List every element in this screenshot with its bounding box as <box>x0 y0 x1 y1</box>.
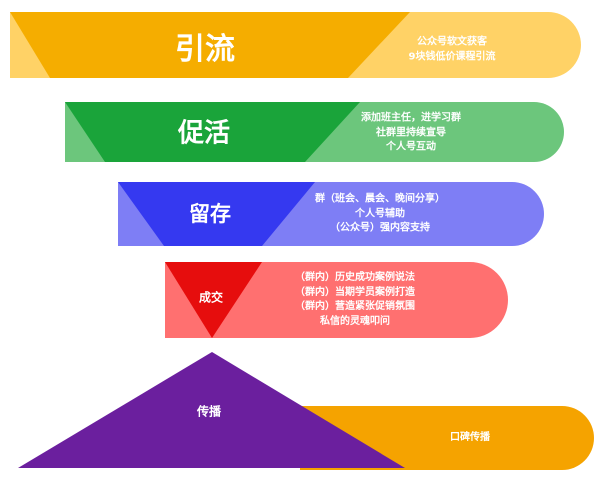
stage-2-band <box>65 102 360 162</box>
stage-4-title: 成交 <box>198 290 224 305</box>
stage-4-pill <box>165 262 508 338</box>
stage-4-band <box>165 262 262 338</box>
stage-3-title: 留存 <box>189 202 231 226</box>
stage-2-line-1: 添加班主任，进学习群 <box>361 112 461 124</box>
stage-2-title: 促活 <box>177 118 231 149</box>
stage-3-line-3: （公众号）强内容支持 <box>330 222 430 234</box>
stage-4-line-3: （群内）营造紧张促销氛围 <box>295 301 415 312</box>
stage-2-description: 添加班主任，进学习群 社群里持续宣导 个人号互动 <box>361 111 461 155</box>
stage-3-line-1: 群（班会、晨会、晚间分享） <box>315 193 445 205</box>
stage-4-description: （群内）历史成功案例说法 （群内）当期学员案例打造 （群内）营造紧张促销氛围 私… <box>295 271 415 329</box>
stage-4-line-2: （群内）当期学员案例打造 <box>295 286 415 298</box>
stage-5-description: 口碑传播 <box>450 431 490 446</box>
stage-3-band <box>118 182 315 246</box>
stage-2-line-2: 社群里持续宣导 <box>376 126 446 138</box>
stage-1-description: 公众号软文获客 9块钱低价课程引流 <box>409 36 496 65</box>
stage-4-line-1: （群内）历史成功案例说法 <box>295 272 415 283</box>
stage-1-line-2: 9块钱低价课程引流 <box>408 51 496 62</box>
stage-5-band <box>18 352 405 468</box>
stage-3-description: 群（班会、晨会、晚间分享） 个人号辅助 （公众号）强内容支持 <box>315 192 445 236</box>
stage-1-band <box>10 12 410 78</box>
stage-4-line-4: 私信的灵魂叩问 <box>320 315 390 327</box>
stage-1-title: 引流 <box>175 32 235 67</box>
stage-2-line-3: 个人号互动 <box>386 141 436 153</box>
stage-5-title: 传播 <box>196 404 222 419</box>
stage-3-line-2: 个人号辅助 <box>355 207 405 219</box>
stage-1-line-1: 公众号软文获客 <box>417 36 487 48</box>
stage-5-line-1: 口碑传播 <box>450 431 490 443</box>
